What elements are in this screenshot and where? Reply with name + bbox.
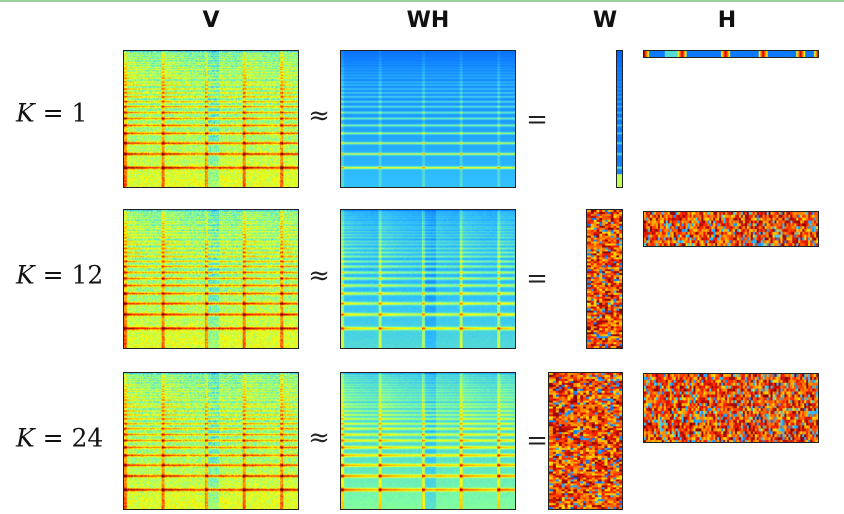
column-header-w: W (592, 8, 618, 33)
spectrogram-v-k1 (123, 50, 299, 188)
rank-value: = 1 (34, 98, 88, 128)
column-header-wh: WH (406, 8, 450, 33)
approx-symbol: ≈ (308, 423, 330, 453)
spectrogram-v-k12 (123, 209, 299, 349)
rank-value: = 12 (34, 260, 104, 290)
rank-label-k12: K = 12 (16, 261, 103, 290)
basis-matrix-w-k24 (548, 372, 623, 510)
rank-variable: K (16, 260, 35, 290)
rank-label-k24: K = 24 (16, 424, 103, 453)
equals-symbol: = (526, 426, 548, 456)
basis-matrix-w-k12 (586, 209, 623, 349)
basis-matrix-w-k1 (616, 50, 623, 188)
rank-label-k1: K = 1 (16, 99, 87, 128)
rank-value: = 24 (34, 423, 104, 453)
reconstruction-wh-k24 (340, 372, 516, 510)
activation-matrix-h-k24 (643, 373, 819, 443)
column-header-v: V (202, 8, 220, 33)
activation-matrix-h-k1 (643, 50, 819, 58)
equals-symbol: = (526, 264, 548, 294)
rank-variable: K (16, 98, 35, 128)
approx-symbol: ≈ (308, 101, 330, 131)
reconstruction-wh-k1 (340, 50, 516, 188)
equals-symbol: = (526, 105, 548, 135)
activation-matrix-h-k12 (643, 211, 819, 247)
column-header-h: H (717, 8, 737, 33)
reconstruction-wh-k12 (340, 209, 516, 349)
approx-symbol: ≈ (308, 261, 330, 291)
top-rule (0, 0, 844, 2)
rank-variable: K (16, 423, 35, 453)
spectrogram-v-k24 (123, 372, 299, 510)
